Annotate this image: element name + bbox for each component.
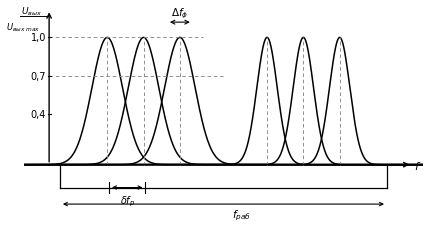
Text: $U_{вых}$: $U_{вых}$ xyxy=(21,5,42,18)
Text: $U_{вых\ max}$: $U_{вых\ max}$ xyxy=(6,22,40,34)
Text: $f_{раб}$: $f_{раб}$ xyxy=(232,208,251,222)
Text: $f$: $f$ xyxy=(414,159,421,171)
Text: 0,7: 0,7 xyxy=(31,71,46,81)
Text: 0,4: 0,4 xyxy=(31,109,46,119)
Text: $\delta f_р$: $\delta f_р$ xyxy=(120,194,135,208)
Text: $\Delta f_\phi$: $\Delta f_\phi$ xyxy=(171,6,189,20)
Text: 1,0: 1,0 xyxy=(31,33,46,43)
